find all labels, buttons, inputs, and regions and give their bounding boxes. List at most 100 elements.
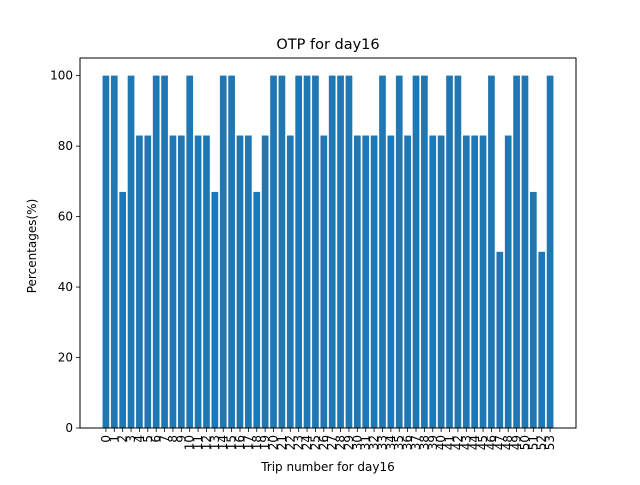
x-tick-label: 48 bbox=[501, 435, 515, 450]
bar-trip-38 bbox=[421, 75, 428, 428]
x-tick-label: 46 bbox=[484, 435, 498, 450]
bar-trip-12 bbox=[203, 135, 210, 428]
x-tick-label: 3 bbox=[124, 435, 138, 443]
x-tick-label: 52 bbox=[535, 435, 549, 450]
x-tick-label: 47 bbox=[493, 435, 507, 450]
x-tick-label: 9 bbox=[174, 435, 188, 443]
bar-trip-30 bbox=[353, 135, 361, 428]
bar-trip-4 bbox=[136, 135, 143, 428]
x-tick-label: 49 bbox=[510, 435, 524, 450]
x-tick-label: 50 bbox=[518, 435, 532, 450]
x-tick-label: 4 bbox=[132, 435, 146, 443]
bar-trip-24 bbox=[303, 75, 311, 428]
x-axis-label: Trip number for day16 bbox=[260, 460, 395, 474]
bar-trip-6 bbox=[152, 75, 160, 428]
bar-trip-8 bbox=[169, 135, 177, 428]
y-tick-label: 60 bbox=[58, 210, 73, 224]
x-tick-label: 44 bbox=[468, 435, 482, 450]
x-tick-label: 35 bbox=[392, 435, 406, 450]
x-tick-label: 34 bbox=[384, 435, 398, 450]
bar-trip-50 bbox=[521, 75, 529, 428]
bar-trip-15 bbox=[228, 75, 235, 428]
bar-trip-43 bbox=[462, 135, 470, 428]
x-axis-ticks: 0123456789101112131415161718192021222324… bbox=[99, 428, 557, 450]
bar-trip-39 bbox=[429, 135, 437, 428]
x-tick-label: 7 bbox=[158, 435, 172, 443]
x-tick-label: 15 bbox=[225, 435, 239, 450]
x-tick-label: 10 bbox=[183, 435, 197, 450]
bar-trip-10 bbox=[186, 75, 194, 428]
bar-trip-11 bbox=[194, 135, 202, 428]
bar-trip-19 bbox=[261, 135, 269, 428]
x-tick-label: 45 bbox=[476, 435, 490, 450]
x-tick-label: 18 bbox=[250, 435, 264, 450]
bar-trip-9 bbox=[177, 135, 185, 428]
bar-trip-29 bbox=[345, 75, 353, 428]
y-axis-label: Percentages(%) bbox=[25, 199, 39, 294]
bar-trip-36 bbox=[404, 135, 411, 428]
x-tick-label: 5 bbox=[141, 435, 155, 443]
x-tick-label: 25 bbox=[308, 435, 322, 450]
bar-trip-14 bbox=[219, 75, 227, 428]
bar-trip-3 bbox=[127, 75, 135, 428]
x-tick-label: 41 bbox=[443, 435, 457, 450]
bar-trip-13 bbox=[211, 191, 219, 428]
bar-trip-22 bbox=[286, 135, 294, 428]
x-tick-label: 28 bbox=[334, 435, 348, 450]
bar-trip-2 bbox=[119, 191, 127, 428]
bar-trip-34 bbox=[387, 135, 395, 428]
x-tick-label: 21 bbox=[275, 435, 289, 450]
bar-trip-35 bbox=[395, 75, 403, 428]
x-tick-label: 1 bbox=[107, 435, 121, 443]
x-tick-label: 26 bbox=[317, 435, 331, 450]
y-tick-label: 80 bbox=[58, 139, 73, 153]
x-tick-label: 16 bbox=[233, 435, 247, 450]
x-tick-label: 6 bbox=[149, 435, 163, 443]
bar-trip-46 bbox=[488, 75, 495, 428]
x-tick-label: 8 bbox=[166, 435, 180, 443]
x-tick-label: 31 bbox=[359, 435, 373, 450]
bar-trip-44 bbox=[471, 135, 479, 428]
bar-trip-21 bbox=[278, 75, 286, 428]
x-tick-label: 19 bbox=[258, 435, 272, 450]
x-tick-label: 39 bbox=[426, 435, 440, 450]
bar-trip-53 bbox=[546, 75, 554, 428]
x-tick-label: 12 bbox=[199, 435, 213, 450]
bar-trip-52 bbox=[538, 251, 546, 428]
bar-trip-32 bbox=[370, 135, 378, 428]
bar-trip-31 bbox=[362, 135, 370, 428]
bar-trip-27 bbox=[328, 75, 336, 428]
x-tick-label: 13 bbox=[208, 435, 222, 450]
x-tick-label: 36 bbox=[401, 435, 415, 450]
x-tick-label: 43 bbox=[459, 435, 473, 450]
x-tick-label: 24 bbox=[300, 435, 314, 450]
x-tick-label: 32 bbox=[367, 435, 381, 450]
axes-frame bbox=[79, 57, 577, 429]
bar-trip-51 bbox=[529, 191, 537, 428]
bar-trip-28 bbox=[337, 75, 344, 428]
x-tick-label: 0 bbox=[99, 435, 113, 443]
y-axis-ticks: 0 20 40 60 80 100 bbox=[50, 69, 80, 435]
bar-trip-5 bbox=[144, 135, 152, 428]
y-tick-label: 0 bbox=[65, 421, 73, 435]
bar-trip-17 bbox=[245, 135, 252, 428]
y-tick-label: 40 bbox=[58, 280, 73, 294]
bar-trip-16 bbox=[236, 135, 244, 428]
x-tick-label: 27 bbox=[325, 435, 339, 450]
bar-trip-1 bbox=[110, 75, 118, 428]
bar-trip-47 bbox=[496, 251, 504, 428]
x-tick-label: 20 bbox=[267, 435, 281, 450]
x-tick-label: 51 bbox=[526, 435, 540, 450]
bars-group bbox=[102, 75, 554, 428]
x-tick-label: 11 bbox=[191, 435, 205, 450]
x-tick-label: 29 bbox=[342, 435, 356, 450]
x-tick-label: 38 bbox=[417, 435, 431, 450]
bar-trip-33 bbox=[379, 75, 386, 428]
bar-trip-41 bbox=[446, 75, 453, 428]
x-tick-label: 42 bbox=[451, 435, 465, 450]
bar-trip-48 bbox=[504, 135, 512, 428]
bar-trip-0 bbox=[102, 75, 110, 428]
y-tick-label: 20 bbox=[58, 351, 73, 365]
